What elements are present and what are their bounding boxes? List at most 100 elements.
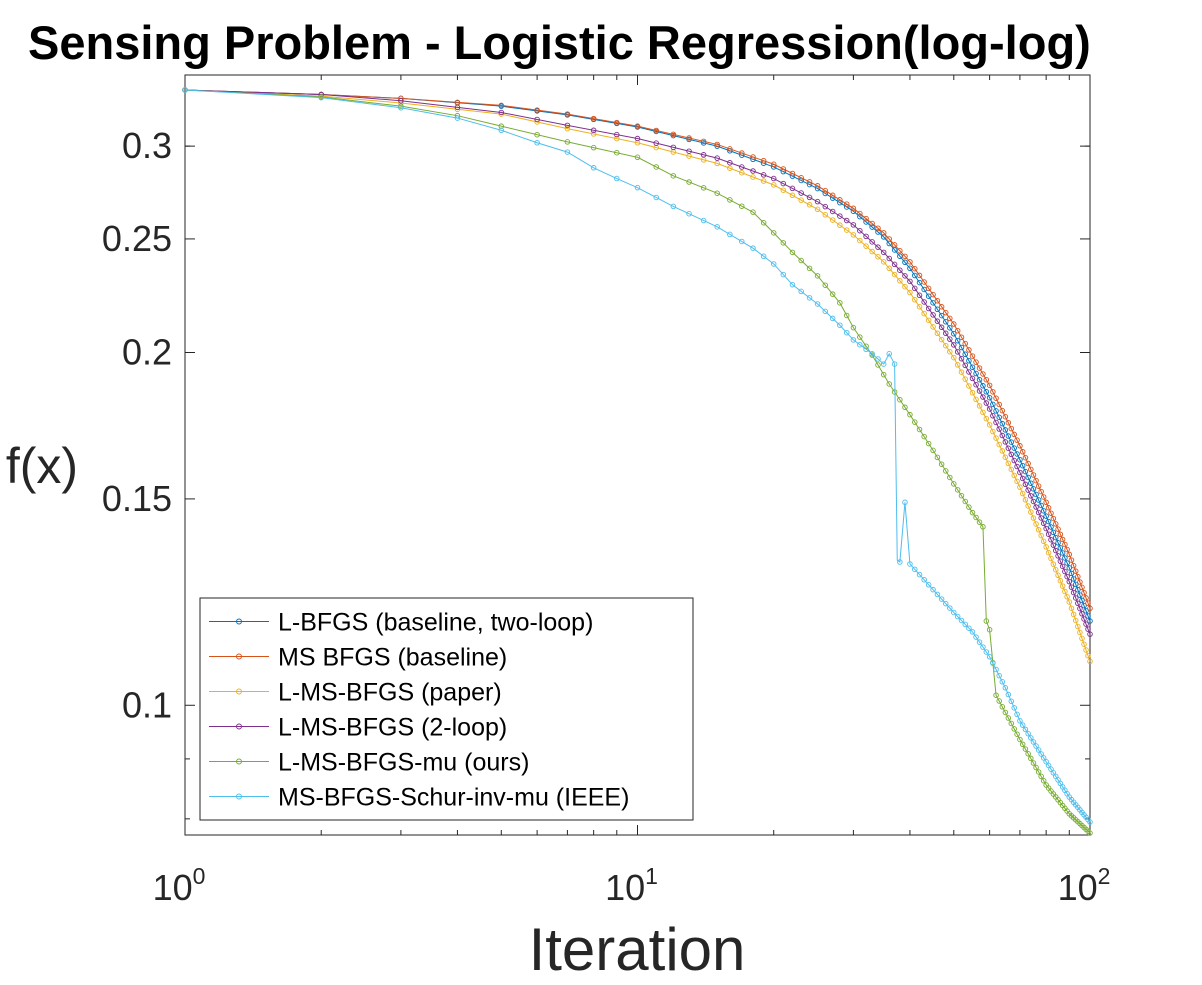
data-point [990,401,996,408]
data-point [958,617,965,624]
data-point [966,369,972,375]
data-point [976,365,983,371]
data-point [934,591,941,598]
data-point [822,203,829,210]
data-point [930,291,936,298]
data-point [1035,747,1042,753]
data-point [886,381,892,387]
data-point [999,407,1006,414]
data-point [1028,755,1034,762]
data-point [983,415,990,422]
data-point [1066,551,1073,558]
data-point [916,426,923,433]
data-point [1079,635,1085,642]
data-point [947,348,953,355]
data-point [897,278,903,284]
data-point [837,300,843,306]
data-point [902,499,908,506]
data-point [869,248,875,255]
data-point [1005,715,1012,721]
data-point [930,312,936,318]
data-point [966,504,972,510]
data-point [829,192,836,199]
data-point [996,401,1002,408]
data-point [798,175,804,181]
data-point [739,203,745,209]
data-point [891,242,898,248]
data-point [999,679,1006,685]
data-point [951,354,957,361]
data-point [954,337,961,344]
data-point [1022,497,1029,503]
data-point [947,605,953,611]
data-point [1072,595,1079,601]
data-point [634,123,641,129]
data-point [916,272,923,279]
data-point [590,165,597,171]
legend-entry-label: L-MS-BFGS-mu (ours) [278,749,529,777]
data-point [686,148,692,154]
data-point [1008,451,1015,458]
legend-entry-label: MS BFGS (baseline) [278,644,507,672]
data-point [534,107,540,113]
data-point [1033,477,1039,484]
data-point [700,140,707,146]
data-point [1025,460,1031,467]
data-point [750,245,756,251]
data-point [1022,468,1029,475]
data-point [996,441,1002,448]
data-point [789,281,796,288]
data-point [925,440,932,447]
data-point [954,327,961,334]
data-point [1048,524,1054,530]
data-point [1008,466,1015,473]
y-tick-label: 0.25 [102,218,172,259]
data-point [398,104,404,111]
data-point [863,243,869,249]
data-point [1066,565,1073,571]
data-point [1068,605,1075,611]
data-point [1075,600,1081,607]
data-point [912,566,918,573]
data-point [897,247,903,254]
series-layer [182,87,1093,836]
data-point [969,390,976,396]
data-point [714,143,720,149]
y-tick-label: 0.15 [102,478,172,519]
data-point [976,388,983,394]
data-point [534,139,540,146]
data-point [857,213,863,220]
data-point [986,394,993,401]
data-point [634,154,641,161]
data-point [727,197,733,203]
data-point [966,358,972,364]
data-point [1025,751,1031,757]
data-point [897,396,903,403]
data-point [614,131,620,138]
data-point [907,289,913,296]
data-point [943,309,949,316]
data-point [1002,439,1009,445]
data-point [934,330,941,337]
legend-swatch-marker [236,758,242,765]
data-point [1079,597,1085,604]
data-point [1079,584,1085,591]
data-point [1048,555,1054,562]
data-point [875,225,881,231]
data-point [1040,508,1047,514]
data-point [1030,739,1037,745]
data-point [902,404,908,411]
data-point [1028,480,1034,486]
data-point [863,219,869,225]
data-point [1019,462,1026,469]
data-point [1059,550,1066,556]
data-point [1045,762,1052,769]
data-point [1019,722,1026,728]
data-point [1050,561,1057,567]
data-point [798,197,804,203]
data-point [1083,647,1089,653]
data-point [912,265,918,272]
data-point [1017,469,1023,476]
data-point [760,178,767,184]
data-point [966,347,972,353]
